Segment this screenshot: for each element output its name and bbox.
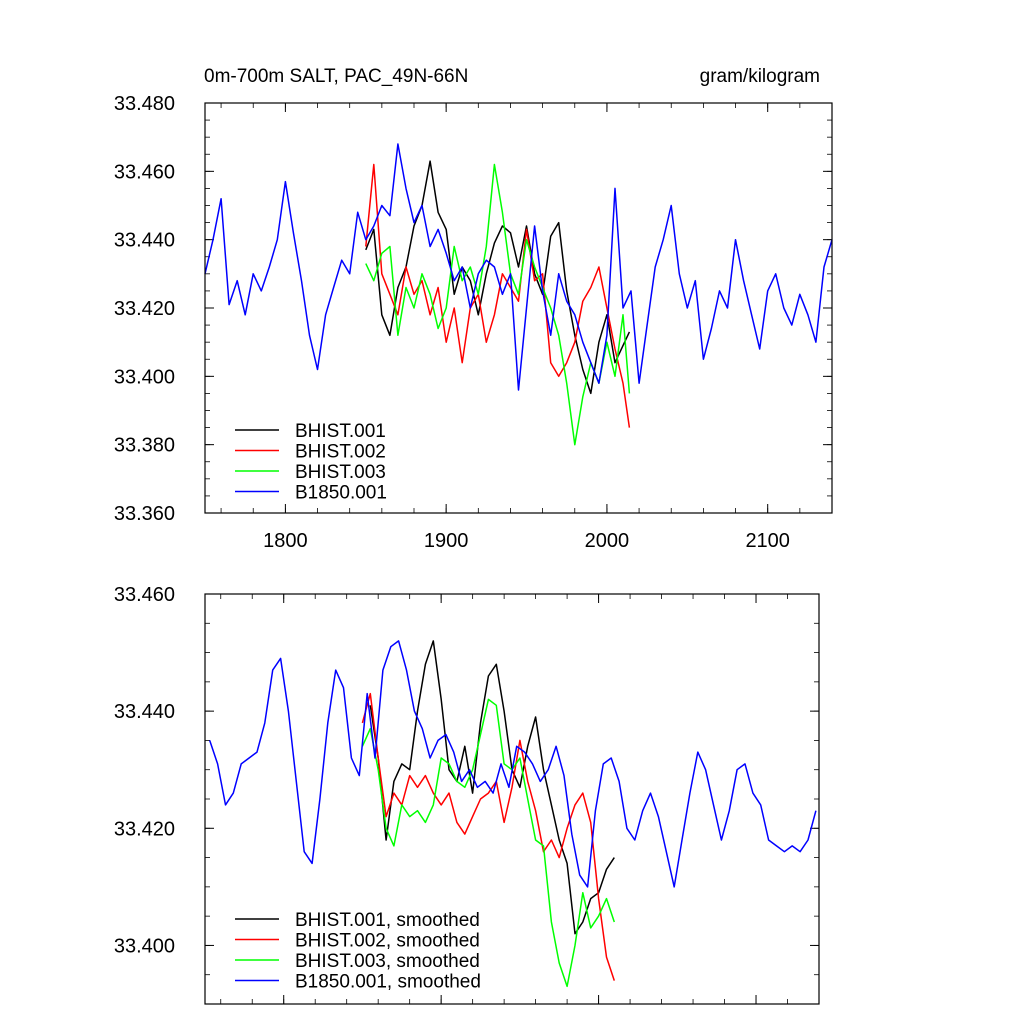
bottom-plot-frame — [204, 593, 820, 1005]
y-tick-label: 33.440 — [114, 701, 175, 723]
y-tick-label: 33.460 — [114, 161, 175, 183]
y-tick-label: 33.480 — [114, 93, 175, 115]
y-tick-label: 33.400 — [114, 935, 175, 957]
legend-label: BHIST.003 — [295, 462, 386, 483]
series-line-4 — [208, 640, 817, 888]
y-tick-label: 33.360 — [114, 503, 175, 525]
legend-label: B1850.001, smoothed — [295, 972, 481, 993]
legend-label: B1850.001 — [295, 483, 387, 504]
series-line-3 — [361, 698, 616, 988]
series-line-4 — [204, 143, 833, 391]
x-tick-label: 2100 — [745, 530, 790, 552]
y-tick-label: 33.420 — [114, 298, 175, 320]
legend-label: BHIST.002 — [295, 442, 386, 463]
y-tick-label: 33.460 — [114, 584, 175, 606]
legend-label: BHIST.001 — [295, 421, 386, 442]
legend-label: BHIST.002, smoothed — [295, 931, 480, 952]
series-line-2 — [365, 163, 631, 428]
top-series — [204, 143, 833, 446]
y-tick-label: 33.440 — [114, 230, 175, 252]
legend-label: BHIST.001, smoothed — [295, 910, 480, 931]
top-plot-frame — [204, 102, 833, 514]
y-tick-label: 33.420 — [114, 818, 175, 840]
legend-label: BHIST.003, smoothed — [295, 951, 480, 972]
series-line-2 — [361, 692, 616, 981]
bottom-series — [208, 640, 817, 988]
series-line-1 — [369, 640, 615, 935]
x-tick-label: 1900 — [424, 530, 469, 552]
x-tick-label: 1800 — [263, 530, 308, 552]
top-panel: 0m-700m SALT, PAC_49N-66N gram/kilogram … — [114, 66, 833, 552]
bottom-panel: 33.400 33.420 33.440 33.460 BHIST.001, smoo… — [114, 584, 820, 1005]
units-label: gram/kilogram — [700, 66, 820, 87]
top-axis-ticks: 33.360 33.380 33.400 33.420 33.440 33.460 33.4… — [114, 93, 833, 552]
chart-title: 0m-700m SALT, PAC_49N-66N — [204, 66, 468, 87]
y-tick-label: 33.400 — [114, 366, 175, 388]
series-line-3 — [365, 163, 631, 446]
bottom-axis-ticks: 33.400 33.420 33.440 33.460 — [114, 584, 820, 1005]
y-tick-label: 33.380 — [114, 435, 175, 457]
x-tick-label: 2000 — [585, 530, 630, 552]
